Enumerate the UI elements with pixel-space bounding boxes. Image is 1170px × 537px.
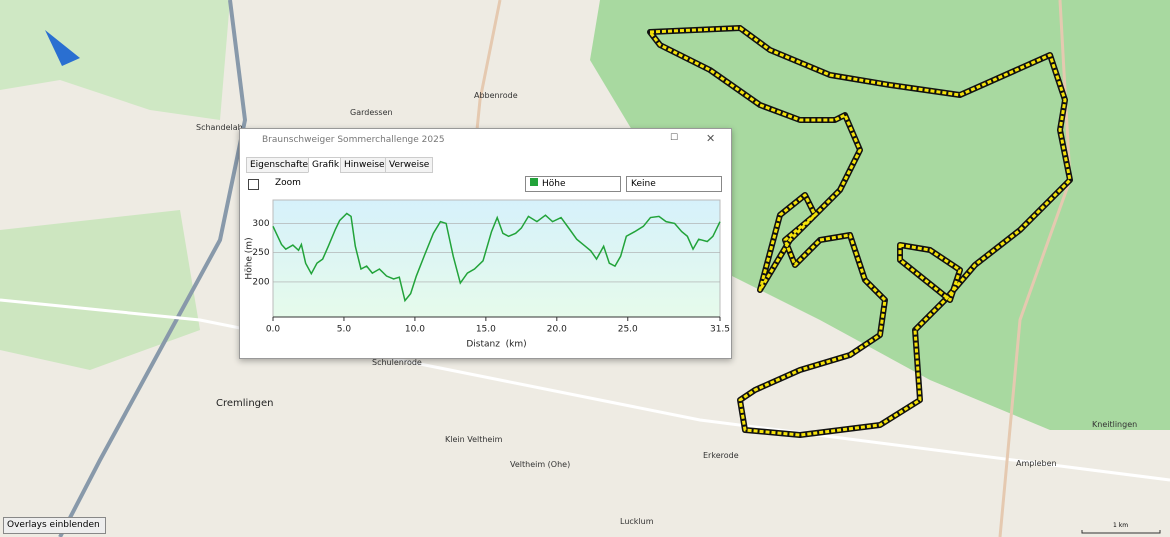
place-label: Veltheim (Ohe): [510, 460, 570, 469]
tab[interactable]: Eigenschaften: [246, 157, 318, 173]
tab[interactable]: Hinweise: [340, 157, 389, 173]
y-tick-label: 300: [252, 219, 269, 229]
place-label: Abbenrode: [474, 91, 518, 100]
maximize-button[interactable]: ☐: [670, 133, 679, 143]
y-axis-label: Höhe (m): [245, 237, 255, 279]
scale-label: 1 km: [1113, 522, 1128, 529]
dropdown[interactable]: Höhe: [525, 176, 621, 192]
place-label: Lucklum: [620, 517, 654, 526]
x-tick-label: 5.0: [337, 325, 352, 335]
place-label: Cremlingen: [216, 398, 274, 409]
y-tick-label: 200: [252, 277, 269, 287]
dropdown-text: Höhe: [542, 179, 566, 189]
place-label: Schulenrode: [372, 358, 422, 367]
elevation-line: [272, 212, 721, 303]
overlays-dropdown[interactable]: Overlays einblenden: [3, 517, 106, 534]
x-tick-label: 25.0: [618, 325, 638, 335]
forest: [590, 0, 1170, 430]
checkbox[interactable]: [248, 179, 259, 190]
tab[interactable]: Grafik: [308, 157, 344, 173]
field: [0, 210, 200, 370]
x-tick-label: 10.0: [405, 325, 425, 335]
close-button[interactable]: ✕: [706, 132, 716, 145]
x-tick-label: 31.5: [710, 325, 730, 335]
swatch: [530, 178, 538, 186]
place-label: Kneitlingen: [1092, 420, 1137, 429]
motorway: [58, 0, 248, 537]
route: [648, 26, 1072, 437]
road: [0, 298, 1170, 482]
place-label: Schandelah: [196, 123, 243, 132]
field: [0, 0, 230, 120]
x-tick-label: 0.0: [266, 325, 281, 335]
place-label: Ampleben: [1016, 459, 1057, 468]
scale-bar: [1081, 530, 1161, 534]
zoom-label: Zoom: [275, 178, 301, 188]
x-tick-label: 20.0: [547, 325, 567, 335]
window: Braunschweiger Sommerchallenge 2025 ☐ ✕ …: [239, 128, 732, 359]
dropdown[interactable]: Keine: [626, 176, 722, 192]
x-axis-label: Distanz (km): [466, 340, 526, 350]
y-tick-label: 250: [252, 248, 269, 258]
x-tick-label: 15.0: [476, 325, 496, 335]
north-arrow: [45, 30, 80, 66]
place-label: Gardessen: [350, 108, 393, 117]
elevation-chart: 200 250 300 0.0 5.0 10.0 15.0 20.0 25.0 31.5 Dista…: [245, 199, 730, 350]
places: Schandelah Gardessen Abbenrode Schulenro…: [196, 91, 1137, 529]
window-title: Braunschweiger Sommerchallenge 2025: [262, 135, 445, 145]
place-label: Erkerode: [703, 451, 739, 460]
tab[interactable]: Verweise: [385, 157, 434, 173]
place-label: Klein Veltheim: [445, 435, 503, 444]
